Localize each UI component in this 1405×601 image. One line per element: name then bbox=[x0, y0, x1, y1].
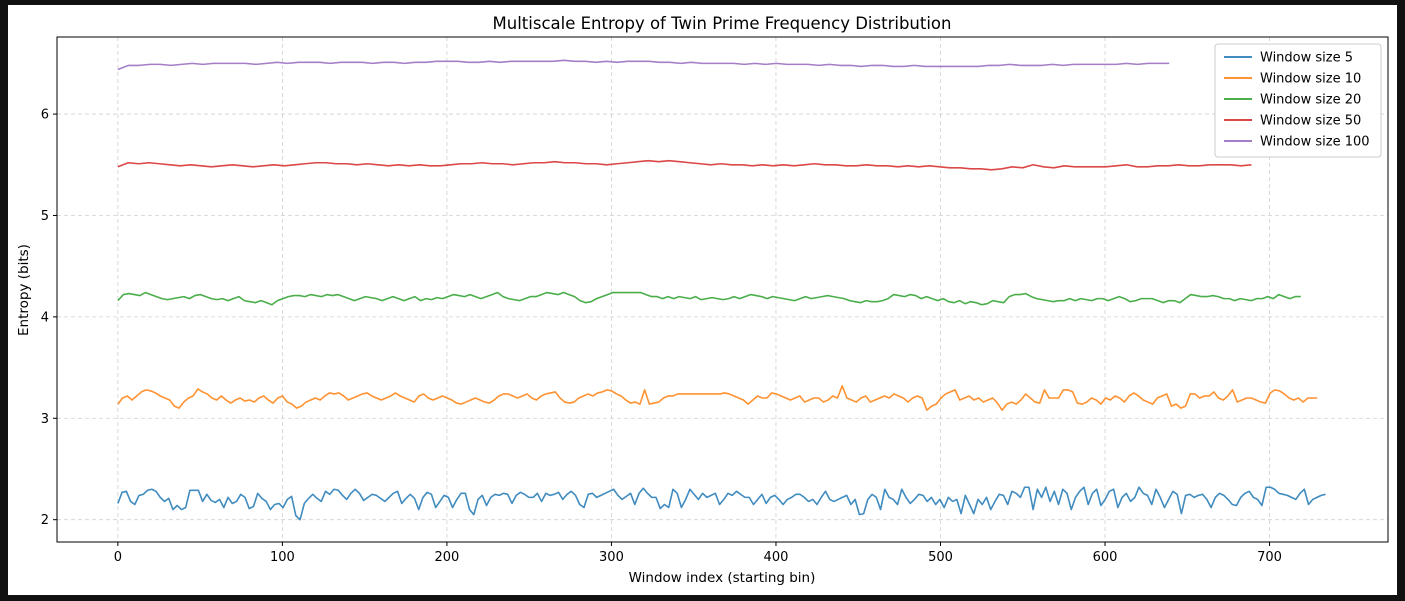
legend: Window size 5 Window size 10 Window size 2… bbox=[1214, 43, 1382, 158]
series-layer bbox=[117, 59, 1326, 521]
legend-label: Window size 5 bbox=[1260, 51, 1353, 66]
legend-label: Window size 20 bbox=[1260, 93, 1361, 108]
chart-canvas: Multiscale Entropy of Twin Prime Frequen… bbox=[8, 5, 1397, 595]
x-tick-label: 0 bbox=[114, 550, 122, 565]
x-tick-label: 300 bbox=[599, 550, 624, 565]
series-line-window-size-100 bbox=[117, 59, 1170, 71]
y-tick-label: 6 bbox=[41, 108, 49, 123]
series-line-window-size-10 bbox=[117, 385, 1318, 411]
legend-label: Window size 50 bbox=[1260, 114, 1361, 129]
x-tick-label: 600 bbox=[1093, 550, 1118, 565]
legend-label: Window size 10 bbox=[1260, 72, 1361, 87]
legend-label: Window size 100 bbox=[1260, 135, 1370, 150]
x-tick-label: 100 bbox=[270, 550, 295, 565]
tick-layer: 0 100 200 300 400 500 600 700 2 3 4 5 6 bbox=[41, 108, 1282, 565]
x-tick-label: 200 bbox=[435, 550, 460, 565]
y-tick-label: 5 bbox=[41, 209, 49, 224]
y-tick-label: 3 bbox=[41, 412, 49, 427]
y-tick-label: 4 bbox=[41, 310, 49, 325]
legend-box bbox=[1214, 43, 1382, 158]
y-axis-label: Entropy (bits) bbox=[16, 244, 32, 336]
plot-area-frame bbox=[56, 36, 1389, 543]
chart-title: Multiscale Entropy of Twin Prime Frequen… bbox=[493, 14, 952, 33]
series-line-window-size-50 bbox=[117, 159, 1252, 171]
chart-frame: Multiscale Entropy of Twin Prime Frequen… bbox=[8, 5, 1397, 595]
x-tick-label: 500 bbox=[928, 550, 953, 565]
x-axis-label: Window index (starting bin) bbox=[629, 570, 816, 586]
series-line-window-size-5 bbox=[117, 486, 1326, 521]
y-tick-label: 2 bbox=[41, 513, 49, 528]
series-line-window-size-20 bbox=[117, 291, 1301, 306]
x-tick-label: 700 bbox=[1257, 550, 1282, 565]
x-tick-label: 400 bbox=[764, 550, 789, 565]
